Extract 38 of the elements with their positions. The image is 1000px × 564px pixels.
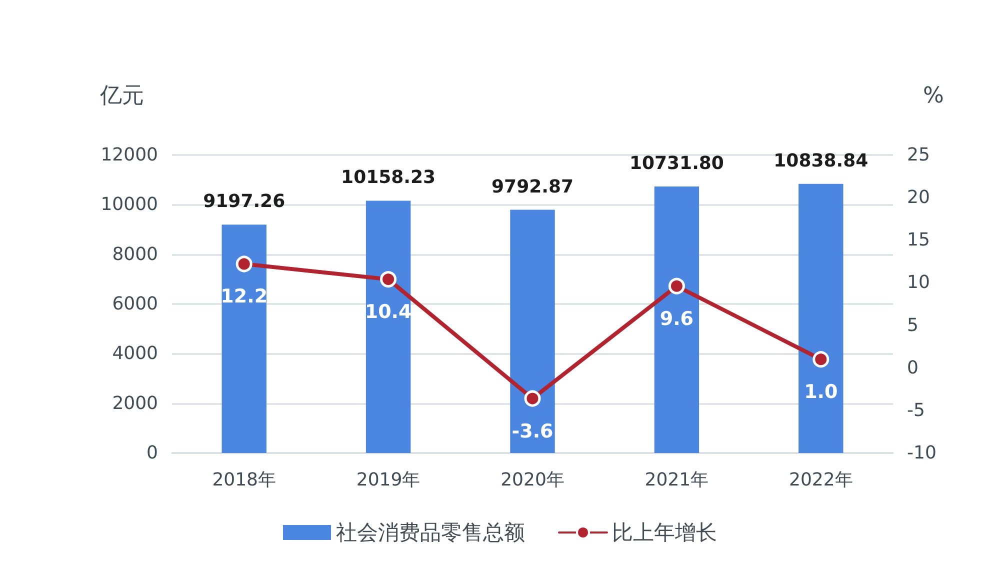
- point: [380, 271, 397, 288]
- y-tick-label: 2000: [112, 392, 158, 414]
- y-tick-label: 10000: [100, 194, 158, 216]
- data-label: 10158.23: [341, 167, 436, 188]
- y-tick-label: 12000: [100, 144, 158, 166]
- point: [812, 351, 830, 368]
- x-tick-label: 2021年: [644, 470, 709, 490]
- data-label: 12.2: [220, 286, 268, 308]
- data-label: 10731.80: [629, 152, 724, 174]
- y2-tick-label: 15: [907, 230, 930, 251]
- point: [524, 390, 541, 407]
- y2-axis-title: %: [923, 84, 944, 108]
- y2-tick-label: 20: [907, 187, 930, 208]
- x-tick-label: 2020年: [500, 470, 564, 490]
- y2-tick-label: 25: [907, 144, 930, 166]
- data-label: 9197.26: [203, 191, 286, 212]
- y2-tick-label: -10: [907, 442, 936, 464]
- y2-tick-label: 5: [907, 314, 918, 336]
- y2-tick-label: 10: [907, 272, 930, 294]
- y-tick-label: 0: [146, 442, 158, 464]
- data-label: 9792.87: [492, 176, 574, 198]
- legend-label: 比上年增长: [612, 520, 717, 544]
- x-tick-label: 2018年: [212, 470, 276, 490]
- data-label: 9.6: [660, 308, 694, 330]
- y2-tick-label: 0: [907, 357, 918, 378]
- x-tick-label: 2022年: [788, 470, 853, 490]
- y-tick-label: 6000: [112, 294, 158, 314]
- y-tick-label: 4000: [112, 343, 158, 364]
- data-label: -3.6: [512, 420, 554, 442]
- point: [668, 278, 685, 294]
- data-label: 1.0: [804, 381, 838, 404]
- y-tick-label: 8000: [112, 244, 158, 265]
- y-axis-title: 亿元: [99, 84, 144, 108]
- y2-tick-label: -5: [907, 400, 925, 421]
- data-label: 10838.84: [774, 150, 868, 172]
- legend-label: 社会消费品零售总额: [336, 520, 525, 544]
- point: [236, 256, 252, 272]
- x-tick-label: 2019年: [356, 470, 420, 490]
